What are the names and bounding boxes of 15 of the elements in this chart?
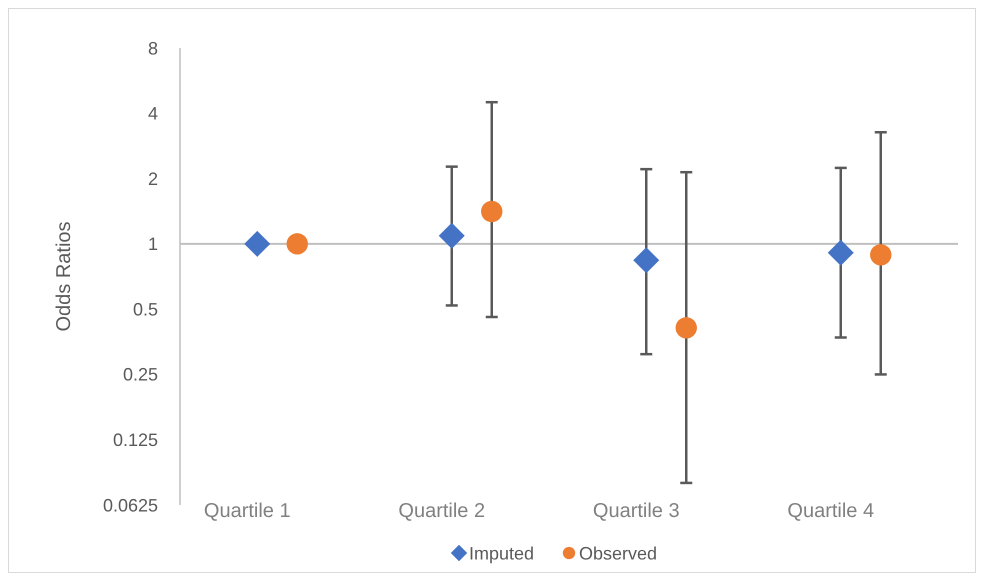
y-tick-label: 0.0625: [102, 495, 158, 516]
y-tick-label: 2: [148, 168, 158, 189]
legend-label: Imputed: [469, 543, 534, 564]
y-tick-label: 0.5: [132, 299, 158, 320]
y-tick-label: 0.125: [112, 430, 158, 450]
legend-label: Observed: [579, 543, 658, 564]
y-axis-title: Odds Ratios: [53, 221, 75, 332]
y-tick-label: 0.25: [122, 364, 158, 385]
x-tick-label: Quartile 4: [787, 500, 874, 522]
y-tick-label: 4: [148, 104, 158, 124]
y-tick-label: 1: [148, 234, 158, 254]
y-tick-label: 8: [148, 38, 158, 58]
x-tick-label: Quartile 2: [398, 500, 486, 522]
x-tick-label: Quartile 3: [592, 500, 680, 522]
x-tick-label: Quartile 1: [204, 500, 291, 522]
